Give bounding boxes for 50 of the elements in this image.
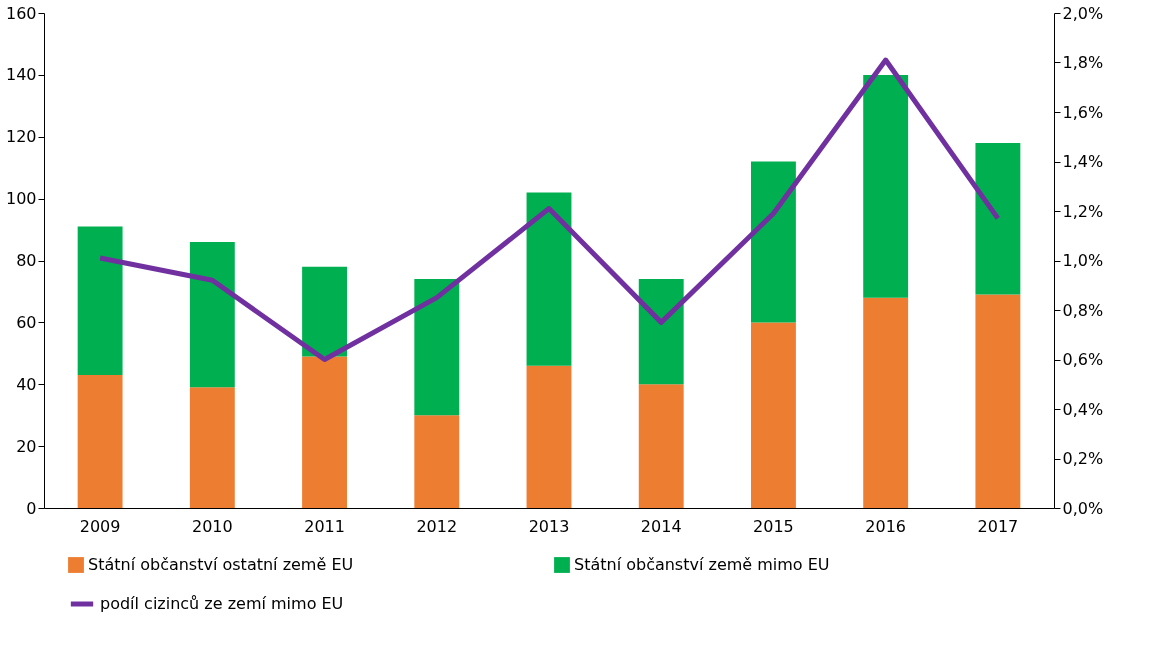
bar: [189, 387, 235, 508]
x-tick-label: 2016: [865, 516, 907, 536]
x-tick-label: 2010: [191, 516, 233, 536]
y2-tick-label: 0,4%: [1062, 399, 1104, 419]
bar: [638, 384, 684, 508]
y-tick-label: 40: [16, 374, 37, 394]
bar: [77, 226, 123, 375]
x-tick-label: 2013: [528, 516, 570, 536]
x-tick-label: 2015: [753, 516, 794, 536]
y2-tick-label: 1,8%: [1062, 53, 1104, 72]
y2-tick-label: 0,2%: [1062, 449, 1104, 468]
y-tick-label: 0: [26, 498, 37, 518]
y2-tick-label: 1,2%: [1062, 201, 1104, 221]
bar: [638, 279, 684, 385]
x-tick-label: 2011: [304, 516, 345, 536]
legend-label: Státní občanství ostatní země EU: [88, 555, 354, 574]
bar: [526, 192, 572, 366]
y-tick-label: 160: [5, 3, 37, 23]
y-tick-label: 20: [16, 436, 37, 456]
bar: [302, 356, 347, 508]
y2-tick-label: 1,4%: [1062, 152, 1104, 171]
legend-label: podíl cizinců ze zemí mimo EU: [100, 594, 344, 613]
y2-tick-label: 1,0%: [1062, 251, 1104, 270]
x-tick-label: 2009: [79, 516, 121, 536]
bar: [975, 294, 1021, 508]
y2-tick-label: 0,8%: [1062, 300, 1104, 320]
y-tick-label: 120: [5, 127, 37, 147]
bar: [751, 161, 796, 323]
y-tick-label: 100: [5, 189, 37, 209]
legend-label: Státní občanství země mimo EU: [574, 555, 830, 574]
x-tick-label: 2012: [416, 516, 458, 536]
bar: [414, 415, 460, 508]
bar: [302, 266, 347, 357]
y-tick-label: 80: [16, 251, 37, 270]
bar: [77, 374, 123, 508]
y2-tick-label: 0,0%: [1062, 498, 1104, 518]
bar: [751, 322, 796, 508]
x-tick-label: 2017: [977, 516, 1019, 536]
bar: [526, 365, 572, 508]
bar: [414, 279, 460, 416]
y2-tick-label: 1,6%: [1062, 102, 1104, 122]
bar: [975, 142, 1021, 295]
bar: [863, 297, 909, 508]
bar: [189, 241, 235, 388]
y2-tick-label: 2,0%: [1062, 3, 1104, 23]
x-tick-label: 2014: [640, 516, 682, 536]
y2-tick-label: 0,6%: [1062, 350, 1104, 369]
bar: [863, 74, 909, 298]
y-tick-label: 60: [16, 312, 37, 332]
y-tick-label: 140: [5, 65, 37, 85]
